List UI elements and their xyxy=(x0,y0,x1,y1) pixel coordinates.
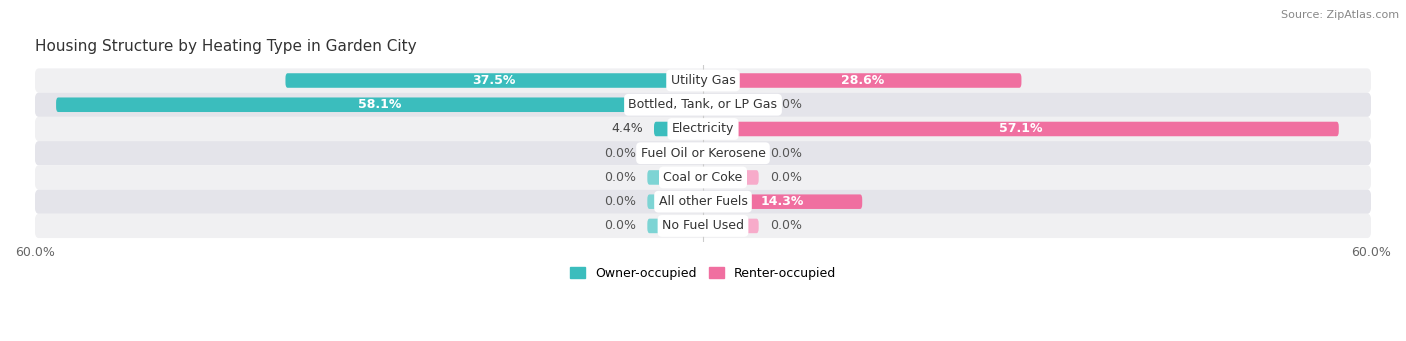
Text: Coal or Coke: Coal or Coke xyxy=(664,171,742,184)
Text: All other Fuels: All other Fuels xyxy=(658,195,748,208)
FancyBboxPatch shape xyxy=(703,219,759,233)
FancyBboxPatch shape xyxy=(35,214,1371,238)
FancyBboxPatch shape xyxy=(647,219,703,233)
FancyBboxPatch shape xyxy=(35,69,1371,93)
FancyBboxPatch shape xyxy=(654,122,703,136)
FancyBboxPatch shape xyxy=(647,146,703,161)
FancyBboxPatch shape xyxy=(703,73,1021,88)
FancyBboxPatch shape xyxy=(703,98,759,112)
Text: 4.4%: 4.4% xyxy=(612,122,643,135)
Text: Bottled, Tank, or LP Gas: Bottled, Tank, or LP Gas xyxy=(628,98,778,111)
Text: Utility Gas: Utility Gas xyxy=(671,74,735,87)
Text: 0.0%: 0.0% xyxy=(605,195,636,208)
Text: Electricity: Electricity xyxy=(672,122,734,135)
Text: 0.0%: 0.0% xyxy=(770,171,801,184)
Text: 0.0%: 0.0% xyxy=(605,171,636,184)
FancyBboxPatch shape xyxy=(703,170,759,185)
FancyBboxPatch shape xyxy=(35,93,1371,117)
FancyBboxPatch shape xyxy=(35,190,1371,214)
FancyBboxPatch shape xyxy=(647,170,703,185)
Text: 14.3%: 14.3% xyxy=(761,195,804,208)
Text: Fuel Oil or Kerosene: Fuel Oil or Kerosene xyxy=(641,147,765,160)
FancyBboxPatch shape xyxy=(35,117,1371,141)
FancyBboxPatch shape xyxy=(647,194,703,209)
FancyBboxPatch shape xyxy=(703,194,862,209)
Text: 37.5%: 37.5% xyxy=(472,74,516,87)
Text: 0.0%: 0.0% xyxy=(605,147,636,160)
Text: 0.0%: 0.0% xyxy=(770,219,801,233)
Text: 57.1%: 57.1% xyxy=(1000,122,1043,135)
FancyBboxPatch shape xyxy=(285,73,703,88)
FancyBboxPatch shape xyxy=(703,122,1339,136)
Text: 0.0%: 0.0% xyxy=(770,147,801,160)
Text: Housing Structure by Heating Type in Garden City: Housing Structure by Heating Type in Gar… xyxy=(35,39,416,54)
Text: No Fuel Used: No Fuel Used xyxy=(662,219,744,233)
Text: Source: ZipAtlas.com: Source: ZipAtlas.com xyxy=(1281,10,1399,20)
Text: 0.0%: 0.0% xyxy=(605,219,636,233)
Text: 28.6%: 28.6% xyxy=(841,74,884,87)
FancyBboxPatch shape xyxy=(35,141,1371,165)
Text: 0.0%: 0.0% xyxy=(770,98,801,111)
FancyBboxPatch shape xyxy=(56,98,703,112)
FancyBboxPatch shape xyxy=(703,146,759,161)
Legend: Owner-occupied, Renter-occupied: Owner-occupied, Renter-occupied xyxy=(565,262,841,285)
FancyBboxPatch shape xyxy=(35,165,1371,190)
Text: 58.1%: 58.1% xyxy=(359,98,401,111)
